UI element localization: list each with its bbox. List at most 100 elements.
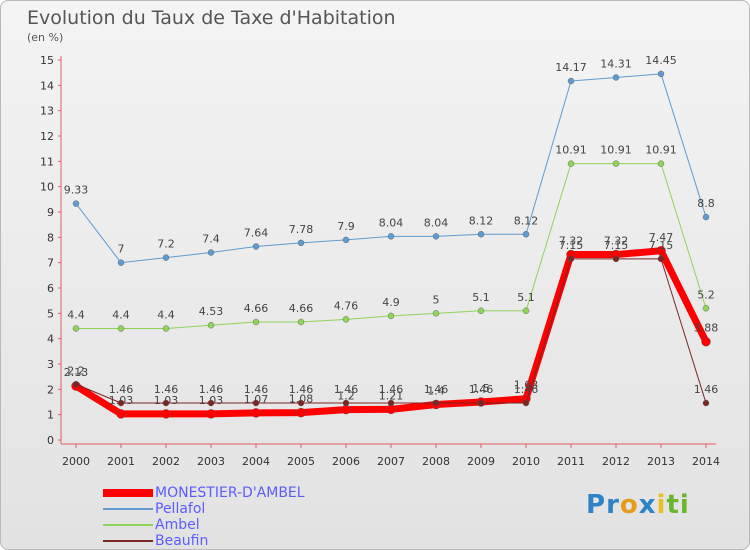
data-label: 1.46 — [334, 383, 359, 396]
x-tick-label: 2007 — [377, 455, 405, 468]
y-tick-label: 7 — [47, 257, 54, 270]
x-tick-label: 2013 — [647, 455, 675, 468]
data-label: 4.76 — [334, 299, 359, 312]
x-tick-label: 2008 — [422, 455, 450, 468]
data-point — [207, 249, 215, 256]
data-point — [252, 399, 260, 407]
data-label: 2.13 — [64, 366, 89, 379]
data-label: 4.66 — [289, 302, 314, 315]
y-tick-label: 0 — [47, 434, 54, 447]
data-point — [612, 160, 620, 167]
y-tick-label: 11 — [40, 155, 54, 168]
data-label: 1.46 — [694, 383, 719, 396]
y-tick-label: 6 — [47, 282, 54, 295]
x-tick-label: 2010 — [512, 455, 540, 468]
data-point — [657, 160, 665, 167]
data-point — [207, 322, 215, 329]
data-label: 7 — [118, 243, 125, 256]
data-label: 3.88 — [694, 322, 719, 335]
data-label: 1.08 — [289, 393, 314, 406]
data-label: 7.47 — [649, 231, 674, 244]
data-label: 1.2 — [337, 390, 355, 403]
data-label: 4.4 — [67, 309, 85, 322]
x-tick-label: 2014 — [692, 455, 720, 468]
data-point — [432, 399, 440, 407]
data-point — [657, 255, 665, 263]
data-label: 7.32 — [559, 235, 584, 248]
legend-label: Pellafol — [155, 501, 206, 517]
proxiti-logo: Proxiti — [586, 490, 690, 520]
data-label: 5.1 — [472, 291, 490, 304]
data-point — [612, 74, 620, 81]
y-tick-label: 8 — [47, 231, 54, 244]
data-label: 5 — [433, 293, 440, 306]
data-point — [252, 243, 260, 250]
logo-letter: r — [606, 490, 620, 520]
y-tick-label: 14 — [40, 79, 54, 92]
data-label: 5.2 — [697, 288, 715, 301]
data-point — [297, 239, 305, 247]
chart-title: Evolution du Taux de Taxe d'Habitation — [27, 7, 396, 29]
data-point — [117, 259, 125, 266]
data-point — [522, 307, 530, 314]
x-tick-label: 2004 — [242, 455, 270, 468]
data-point — [702, 213, 710, 221]
y-tick-label: 5 — [47, 307, 54, 320]
data-label: 7.15 — [649, 239, 674, 252]
data-label: 4.53 — [199, 305, 224, 318]
data-label: 8.04 — [379, 216, 404, 229]
data-point — [477, 307, 485, 314]
data-point — [72, 381, 80, 388]
x-tick-label: 2000 — [62, 455, 90, 468]
data-point — [207, 399, 215, 407]
data-label: 7.9 — [337, 220, 355, 233]
logo-letter: P — [586, 490, 607, 520]
data-point — [116, 409, 126, 419]
data-point — [432, 233, 440, 240]
y-tick-label: 1 — [47, 409, 54, 422]
data-point — [251, 408, 261, 418]
data-label: 7.32 — [604, 235, 629, 248]
data-point — [522, 231, 530, 238]
data-label: 2.2 — [67, 364, 85, 377]
data-label: 1.5 — [472, 382, 490, 395]
logo-letter: i — [656, 490, 667, 520]
data-point — [72, 200, 80, 207]
data-label: 10.91 — [600, 144, 632, 157]
data-label: 7.4 — [202, 233, 220, 246]
data-point — [117, 325, 125, 332]
data-label: 1.46 — [289, 383, 314, 396]
legend-swatch — [103, 489, 153, 497]
data-label: 1.46 — [424, 383, 449, 396]
data-point — [296, 407, 306, 418]
data-point — [162, 325, 170, 332]
x-tick-label: 2002 — [152, 455, 180, 468]
data-point — [252, 318, 260, 326]
data-label: 7.78 — [289, 223, 314, 236]
logo-letter: i — [679, 490, 690, 520]
data-label: 1.4 — [427, 385, 445, 398]
data-label: 7.15 — [559, 239, 584, 252]
data-label: 8.04 — [424, 216, 449, 229]
data-point — [342, 399, 350, 407]
data-point — [702, 399, 710, 407]
data-label: 5.1 — [517, 291, 535, 304]
data-point — [522, 399, 530, 407]
logo-letter: x — [638, 490, 657, 520]
data-point — [567, 255, 575, 263]
data-label: 10.91 — [645, 144, 677, 157]
x-tick-label: 2006 — [332, 455, 360, 468]
data-label: 1.46 — [109, 383, 134, 396]
data-point — [387, 399, 395, 407]
data-point — [341, 404, 351, 415]
y-tick-label: 12 — [40, 130, 54, 143]
data-label: 9.33 — [64, 184, 89, 197]
y-tick-label: 13 — [40, 105, 54, 118]
legend-swatch — [103, 540, 153, 542]
chart-unit: (en %) — [27, 31, 64, 44]
data-label: 1.21 — [379, 389, 404, 402]
data-label: 4.66 — [244, 302, 269, 315]
data-label: 14.45 — [645, 54, 677, 67]
x-tick-label: 2001 — [107, 455, 135, 468]
data-point — [297, 399, 305, 407]
